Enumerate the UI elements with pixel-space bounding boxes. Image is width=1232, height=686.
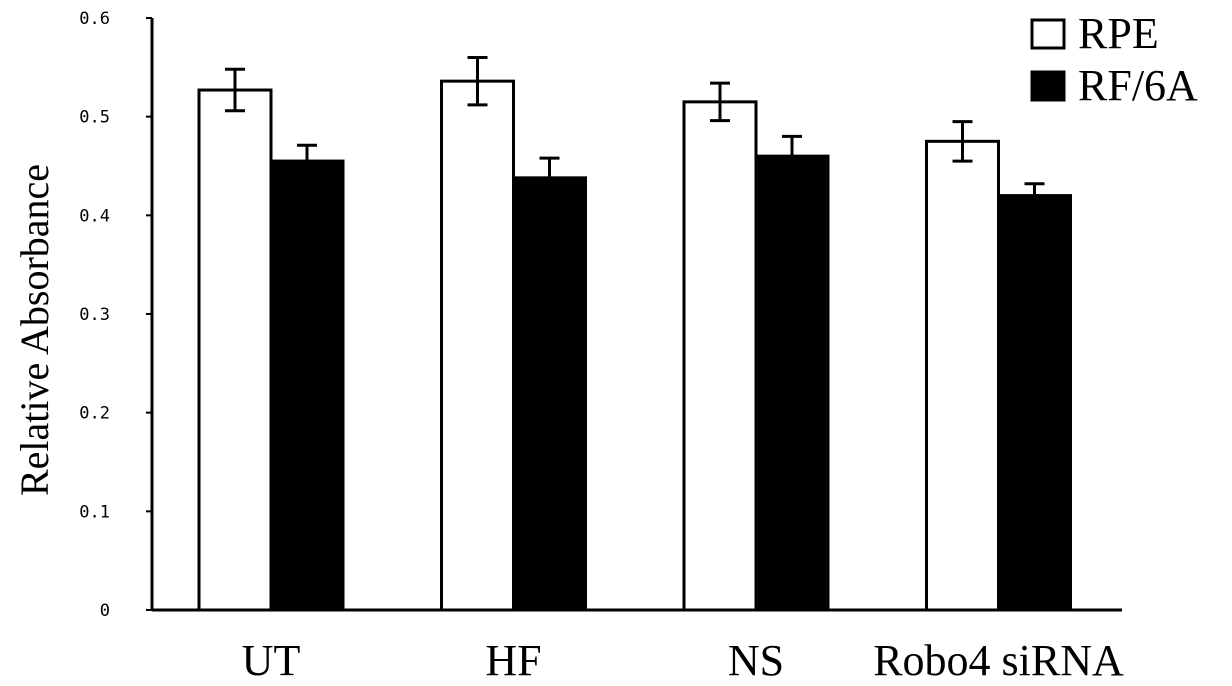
bar-rf-6a-2 bbox=[754, 154, 830, 612]
bar-rpe-1 bbox=[440, 79, 515, 612]
y-tick-label: 0.5 bbox=[79, 108, 110, 128]
bar-rf-6a-1 bbox=[512, 176, 587, 612]
legend-label: RPE bbox=[1078, 9, 1159, 58]
bar-rpe-3 bbox=[925, 139, 1000, 612]
y-axis-label: Relative Absorbance bbox=[12, 164, 57, 496]
x-category-label: HF bbox=[485, 636, 541, 685]
legend-swatch bbox=[1030, 70, 1066, 102]
y-tick-label: 0.3 bbox=[79, 305, 110, 325]
x-category-label: NS bbox=[728, 636, 784, 685]
y-tick-label: 0.2 bbox=[79, 404, 110, 424]
legend-label: RF/6A bbox=[1078, 61, 1198, 110]
x-category-label: UT bbox=[242, 636, 301, 685]
y-ticks-group: 0 0.1 0.2 0.3 0.4 0.5 0.6 bbox=[79, 9, 152, 621]
y-tick-label: 0.4 bbox=[79, 206, 110, 226]
bar-rf-6a-0 bbox=[269, 159, 345, 612]
error-bars-group bbox=[225, 55, 1045, 209]
legend-swatch bbox=[1030, 18, 1066, 50]
x-category-label: Robo4 siRNA bbox=[873, 636, 1124, 685]
bars-group bbox=[197, 79, 1072, 612]
y-tick-label: 0 bbox=[100, 601, 110, 621]
y-tick-label: 0.6 bbox=[79, 9, 110, 29]
x-labels-group: UT HF NS Robo4 siRNA bbox=[242, 636, 1124, 685]
bar-rf-6a-3 bbox=[997, 194, 1072, 612]
bar-rpe-0 bbox=[197, 88, 273, 612]
bar-rpe-2 bbox=[682, 100, 758, 612]
y-tick-label: 0.1 bbox=[79, 502, 110, 522]
